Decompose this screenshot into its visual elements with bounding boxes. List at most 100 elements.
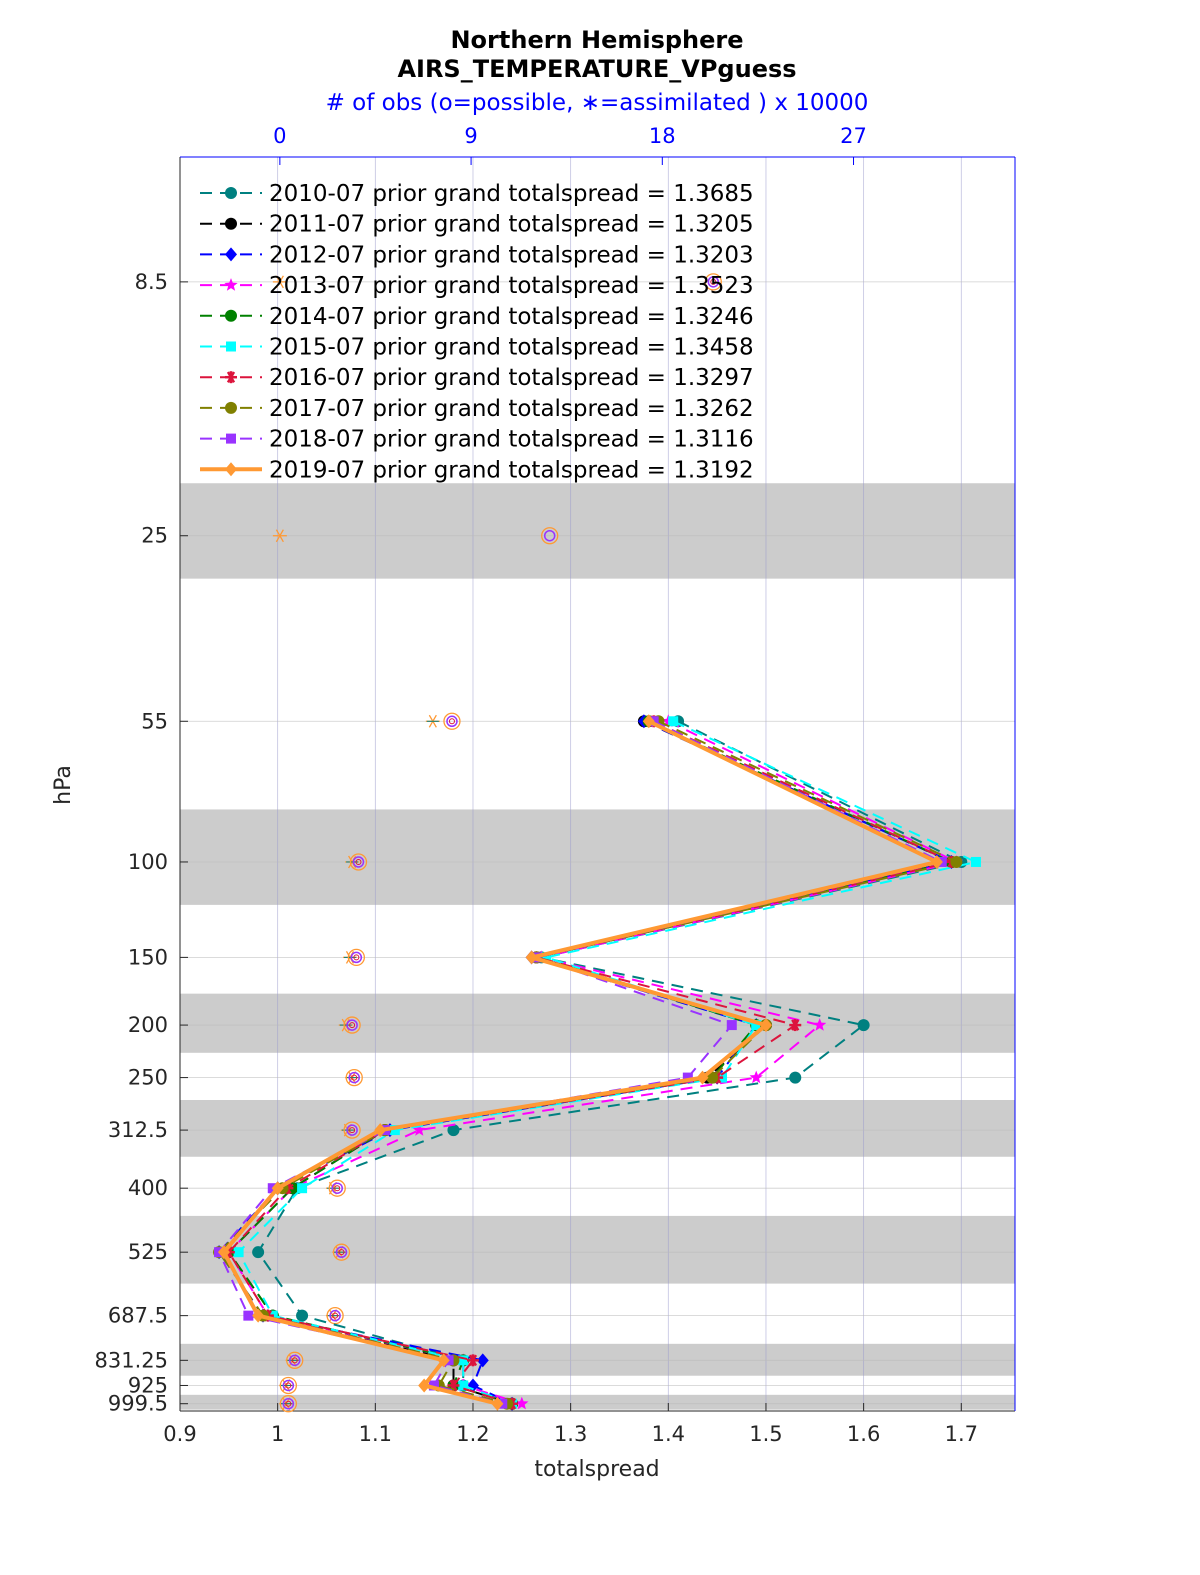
marker-shape — [225, 247, 237, 262]
marker-shape — [331, 1182, 343, 1194]
marker-shape — [233, 1247, 244, 1258]
series-6-point — [789, 1019, 802, 1032]
x-tick-label: 1.7 — [945, 1422, 978, 1446]
series-9-point — [930, 854, 943, 869]
legend-entry: 2019-07 prior grand totalspread = 1.3192 — [200, 457, 754, 483]
series-5-point — [458, 1380, 469, 1391]
chart-title: Northern Hemisphere — [450, 26, 743, 54]
marker-shape — [515, 1396, 529, 1410]
chart-subtitle: AIRS_TEMPERATURE_VPguess — [397, 55, 796, 83]
marker-shape — [682, 1072, 693, 1083]
legend-entry: 2016-07 prior grand totalspread = 1.3297 — [200, 365, 754, 391]
series-5-point — [297, 1183, 308, 1194]
marker-shape — [225, 217, 237, 230]
marker-shape — [789, 1071, 802, 1084]
marker-shape — [226, 341, 236, 352]
series-9-point — [642, 714, 655, 729]
series-3-point — [412, 1123, 426, 1136]
marker-shape — [970, 856, 981, 867]
legend-swatch-marker — [224, 278, 238, 291]
marker-shape — [326, 1306, 344, 1325]
marker-shape — [288, 1354, 301, 1367]
marker-shape — [346, 1019, 358, 1031]
series-8-point — [428, 1380, 439, 1391]
marker-shape — [349, 1022, 356, 1029]
y-tick-label: 55 — [141, 709, 168, 733]
series-9-point — [271, 1181, 284, 1196]
marker-shape — [418, 1378, 431, 1393]
legend-swatch-marker — [226, 341, 236, 352]
marker-shape — [458, 1380, 469, 1391]
obs-possible-marker — [443, 712, 461, 730]
series-8-point — [243, 1310, 254, 1321]
series-3-point — [813, 1018, 827, 1031]
series-9-point — [696, 1070, 709, 1085]
obs-possible-marker — [328, 1179, 346, 1197]
marker-shape — [225, 462, 237, 477]
marker-shape — [252, 1308, 265, 1323]
series-9-point — [759, 1018, 772, 1033]
y-tick-label: 312.5 — [108, 1118, 168, 1142]
series-5-point — [970, 856, 981, 867]
shaded-layer-6 — [180, 1394, 1015, 1410]
top-tick-label: 9 — [464, 124, 477, 148]
marker-shape — [282, 1397, 295, 1410]
obs-possible-marker — [343, 1016, 361, 1034]
marker-shape — [343, 1016, 361, 1034]
marker-shape — [347, 948, 365, 967]
marker-shape — [279, 1395, 298, 1413]
marker-shape — [446, 715, 458, 728]
x-axis-label: totalspread — [534, 1457, 659, 1482]
marker-shape — [950, 855, 963, 868]
legend-swatch-marker — [225, 309, 237, 322]
marker-shape — [279, 1376, 298, 1395]
legend-label: 2013-07 prior grand totalspread = 1.3523 — [269, 273, 754, 299]
marker-shape — [389, 1125, 400, 1136]
marker-shape — [329, 1309, 341, 1322]
obs-possible-marker — [326, 1306, 344, 1325]
series-9-point — [217, 1245, 230, 1260]
series-2-point — [476, 1353, 489, 1368]
top-axis-label: # of obs (o=possible, ∗=assimilated ) x … — [326, 90, 869, 116]
marker-shape — [491, 1396, 504, 1411]
marker-shape — [217, 1245, 230, 1260]
marker-shape — [285, 1382, 292, 1389]
marker-shape — [296, 1309, 309, 1322]
series-3-point — [515, 1396, 529, 1410]
marker-shape — [282, 1379, 295, 1392]
y-tick-label: 100 — [128, 850, 168, 874]
marker-shape — [412, 1123, 426, 1136]
obs-assimilated-marker — [425, 714, 440, 728]
y-tick-label: 999.5 — [108, 1392, 168, 1416]
marker-shape — [225, 309, 237, 322]
obs-possible-marker — [349, 853, 368, 871]
marker-shape — [348, 1071, 360, 1084]
y-tick-label: 8.5 — [135, 270, 168, 294]
marker-shape — [930, 854, 943, 869]
legend-swatch-marker — [225, 462, 237, 477]
marker-shape — [297, 1183, 308, 1194]
obs-possible-marker — [345, 1068, 363, 1087]
y-tick-label: 200 — [128, 1013, 168, 1037]
x-tick-label: 1.6 — [847, 1422, 880, 1446]
y-tick-label: 831.25 — [95, 1348, 168, 1372]
marker-shape — [353, 954, 360, 961]
marker-shape — [543, 529, 556, 542]
legend-swatch-marker — [226, 433, 236, 444]
legend-swatch-marker — [225, 401, 237, 414]
legend-swatch-marker — [225, 217, 237, 230]
shaded-layer-1 — [180, 809, 1015, 905]
marker-shape — [668, 716, 679, 727]
plot-area: 0.9 1 1.1 1.2 1.3 1.4 1.5 1.6 1.7 0 9 18 27 8.5 25 55 10… — [95, 124, 1016, 1446]
series-0-point — [447, 1124, 460, 1137]
series-0-point — [789, 1071, 802, 1084]
obs-possible-marker — [704, 273, 722, 291]
legend-label: 2018-07 prior grand totalspread = 1.3116 — [269, 427, 754, 453]
series-6-point — [466, 1354, 479, 1367]
shaded-layer-3 — [180, 1100, 1015, 1157]
obs-assimilated-marker — [272, 275, 287, 289]
series-5-point — [541, 952, 552, 963]
top-tick-label: 18 — [649, 124, 676, 148]
marker-shape — [338, 1249, 345, 1256]
